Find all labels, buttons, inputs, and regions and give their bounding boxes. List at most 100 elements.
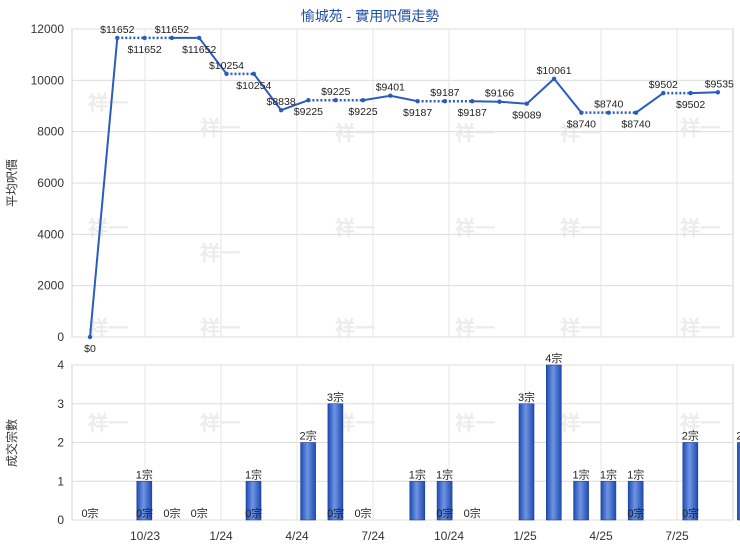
- price-line-segment: [472, 100, 500, 103]
- price-data-label: $8838: [266, 96, 295, 108]
- volume-data-label: 1宗: [436, 467, 453, 481]
- price-data-label: $8740: [621, 119, 650, 131]
- price-tick-label: 2000: [37, 279, 64, 293]
- volume-data-label: 0宗: [327, 506, 344, 520]
- x-tick-label: 4/24: [285, 529, 309, 543]
- price-line-segment: [526, 78, 555, 105]
- price-point: [306, 98, 311, 103]
- volume-data-label: 0宗: [81, 506, 98, 520]
- volume-tick-label: 0: [57, 513, 64, 527]
- price-line-segment: [280, 99, 309, 112]
- volume-data-label: 0宗: [436, 506, 453, 520]
- price-data-label: $10254: [236, 80, 271, 92]
- volume-bar: [682, 442, 699, 521]
- price-point: [606, 110, 611, 115]
- price-data-label: $11652: [127, 44, 161, 56]
- volume-bar: [436, 480, 453, 521]
- volume-data-label: 0宗: [245, 506, 262, 520]
- volume-bar: [737, 442, 740, 521]
- price-tick-label: 6000: [37, 176, 64, 190]
- volume-panel: 0 1 2 3 4 成交宗數 0宗 1宗 0宗 0宗 0宗 1宗 0宗 2宗 3宗 0宗 0宗 1宗 1宗 0宗 0宗 3…: [4, 351, 740, 543]
- price-axis-label: 平均呎價: [5, 159, 19, 207]
- volume-bar: [136, 480, 153, 521]
- volume-data-label: 0宗: [354, 506, 371, 520]
- watermark-text: 祥一: [200, 241, 240, 265]
- price-point: [579, 110, 584, 115]
- price-data-label: $9225: [321, 86, 350, 98]
- price-data-label: $9502: [676, 99, 705, 111]
- volume-bar: [409, 480, 426, 521]
- volume-bar: [245, 480, 262, 521]
- volume-data-label: 1宗: [600, 467, 617, 481]
- price-point: [688, 90, 693, 96]
- price-line-segment: [89, 37, 119, 338]
- volume-data-label: 1宗: [409, 467, 426, 481]
- price-data-label: $9225: [348, 106, 377, 118]
- watermark-text: 祥一: [560, 216, 600, 240]
- watermark-text: 祥一: [455, 316, 495, 340]
- watermark-text: 祥一: [200, 411, 240, 435]
- price-point: [360, 98, 366, 103]
- price-point: [224, 71, 229, 77]
- watermark-text: 祥一: [455, 121, 495, 145]
- volume-bar: [327, 403, 344, 521]
- price-data-label: $11652: [100, 24, 134, 36]
- volume-data-label: 1宗: [245, 467, 262, 481]
- price-point: [115, 35, 120, 41]
- watermark-text: 祥一: [455, 411, 495, 435]
- price-data-label: $10061: [537, 65, 572, 77]
- volume-tick-label: 1: [57, 474, 64, 488]
- price-tick-label: 12000: [31, 22, 65, 36]
- price-point: [415, 99, 420, 104]
- price-data-label: $9401: [376, 82, 405, 94]
- volume-data-label: 2宗: [682, 429, 699, 443]
- volume-bar: [545, 364, 562, 521]
- volume-axis-label: 成交宗數: [4, 419, 19, 467]
- watermark-text: 祥一: [335, 121, 375, 145]
- price-data-label: $9187: [458, 107, 487, 119]
- volume-data-label: 3宗: [327, 390, 344, 404]
- volume-data-label: 1宗: [573, 467, 590, 481]
- price-data-label: $11652: [155, 24, 189, 36]
- watermark-text: 祥一: [560, 411, 600, 435]
- price-data-label: $9225: [294, 106, 323, 118]
- volume-data-label: 1宗: [627, 467, 644, 481]
- price-point: [442, 99, 448, 104]
- volume-data-label: 2宗: [300, 429, 317, 443]
- price-data-label: $10254: [209, 60, 244, 72]
- volume-data-label: 1宗: [136, 467, 153, 481]
- price-line-segment: [198, 37, 228, 75]
- price-point: [524, 101, 529, 106]
- volume-data-label: 4宗: [545, 351, 562, 365]
- volume-tick-label: 4: [57, 358, 64, 372]
- price-line-segment: [362, 94, 391, 102]
- price-point: [633, 110, 639, 115]
- x-tick-label: 7/24: [361, 529, 385, 543]
- price-data-label: $9187: [430, 87, 459, 99]
- x-tick-label: 1/24: [209, 529, 233, 543]
- chart-title: 愉城苑 - 實用呎價走勢: [300, 8, 440, 24]
- volume-data-label: 3宗: [518, 390, 535, 404]
- x-tick-label: 7/25: [665, 529, 689, 543]
- volume-data-label: 2宗: [736, 429, 740, 443]
- price-data-label: $9187: [403, 107, 432, 119]
- watermark-text: 祥一: [88, 316, 128, 340]
- price-tick-label: 8000: [37, 125, 64, 139]
- price-point: [169, 35, 175, 41]
- price-data-label: $8740: [567, 119, 596, 131]
- volume-bar: [627, 480, 644, 521]
- price-point: [470, 99, 475, 104]
- volume-bar: [573, 480, 589, 521]
- price-point: [715, 90, 721, 95]
- price-data-label: $9089: [512, 110, 541, 122]
- price-data-label: $11652: [182, 44, 216, 56]
- price-line-segment: [390, 94, 418, 103]
- price-data-label: $9166: [485, 88, 514, 100]
- price-point: [142, 35, 147, 41]
- watermark-text: 祥一: [335, 316, 375, 340]
- price-line-segment: [690, 91, 718, 95]
- watermark-text: 祥一: [680, 216, 720, 240]
